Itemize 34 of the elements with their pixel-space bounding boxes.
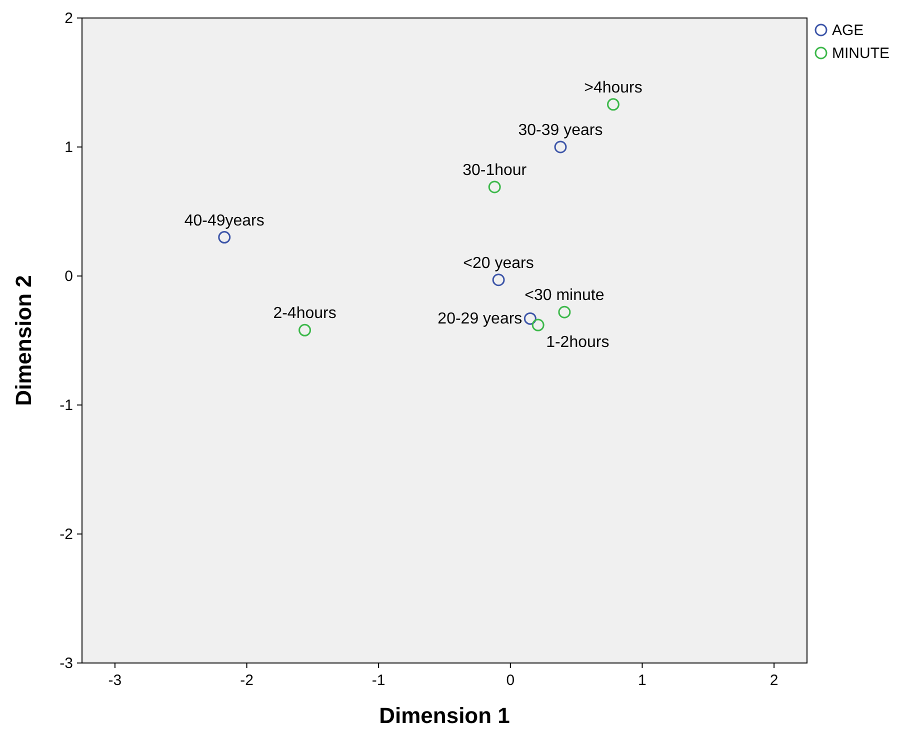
y-tick-label: -1 <box>60 397 73 414</box>
annotation: 1-2hours <box>546 334 610 352</box>
annotation: 30-1hour <box>462 162 528 179</box>
annotation: >4hours <box>584 79 642 96</box>
legend-label: MINUTE <box>832 45 890 62</box>
y-axis-title: Dimension 2 <box>11 275 36 406</box>
annotation: 2-4hours <box>273 305 336 322</box>
point <box>524 312 536 325</box>
legend-label: AGE <box>832 22 864 39</box>
annotation: <30 minute <box>524 287 604 304</box>
point <box>298 324 312 336</box>
annotation: 30-39 years <box>518 122 603 139</box>
annotation: 20-29 years <box>438 310 522 328</box>
x-tick-label: -2 <box>240 672 254 689</box>
y-tick-label: -3 <box>60 655 73 672</box>
point <box>558 306 571 318</box>
point <box>606 98 620 111</box>
point <box>492 274 505 286</box>
y-tick-label: 2 <box>64 10 73 27</box>
point <box>554 140 567 154</box>
point <box>488 180 501 194</box>
point <box>532 318 544 332</box>
x-tick-label: -1 <box>372 672 386 689</box>
x-tick-label: 2 <box>770 672 778 689</box>
x-axis-title: Dimension 1 <box>379 703 510 728</box>
y-tick-label: 0 <box>64 268 73 285</box>
annotation: 40-49years <box>184 212 264 230</box>
annotation: <20 years <box>463 254 534 272</box>
y-tick-label: 1 <box>64 139 73 156</box>
x-tick-label: -3 <box>108 672 122 689</box>
point <box>218 231 231 244</box>
x-tick-label: 1 <box>638 672 646 689</box>
y-tick-label: -2 <box>60 526 73 543</box>
x-tick-label: 0 <box>506 672 515 689</box>
